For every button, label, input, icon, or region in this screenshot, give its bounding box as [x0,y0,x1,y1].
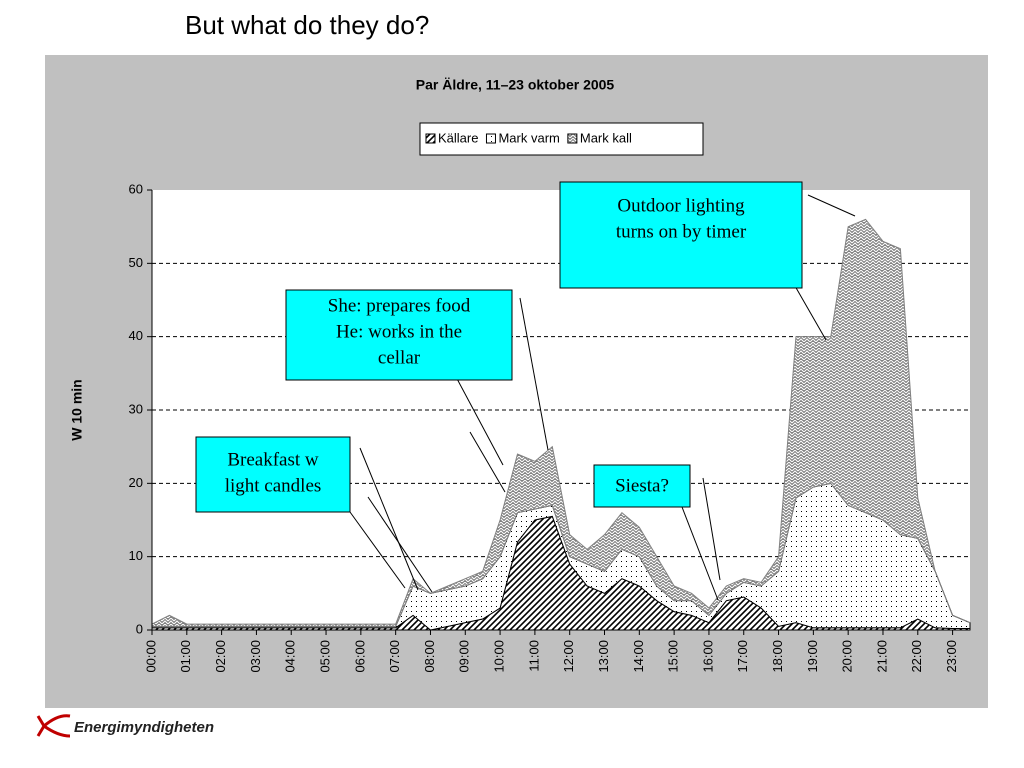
annotation-text: Outdoor lighting [617,195,745,216]
x-tick-label: 20:00 [840,640,855,673]
x-tick-label: 01:00 [178,640,193,673]
x-tick-label: 21:00 [874,640,889,673]
y-tick-label: 20 [129,475,143,490]
annotation-text: turns on by timer [616,221,747,242]
x-tick-label: 23:00 [944,640,959,673]
y-tick-label: 10 [129,548,143,563]
x-tick-label: 03:00 [248,640,263,673]
callout-box [195,436,351,513]
annotation-text: Breakfast w [227,449,319,470]
x-tick-label: 12:00 [561,640,576,673]
x-tick-label: 02:00 [213,640,228,673]
callout-box [285,289,513,381]
x-tick-label: 06:00 [352,640,367,673]
legend-swatch [485,133,496,144]
x-tick-label: 10:00 [492,640,507,673]
x-tick-label: 11:00 [526,640,541,672]
callout-box [593,464,691,508]
x-tick-label: 05:00 [317,640,332,673]
legend-swatch [567,133,578,144]
annotation-text: Siesta? [615,475,669,496]
x-tick-label: 22:00 [909,640,924,673]
y-tick-label: 60 [129,181,143,196]
annotation-text: She: prepares food [328,295,471,316]
x-tick-label: 13:00 [596,640,611,673]
legend-label: Mark varm [498,130,559,145]
legend-label: Källare [438,130,478,145]
x-tick-label: 04:00 [283,640,298,673]
y-tick-label: 30 [129,401,143,416]
annotations [195,181,856,601]
y-tick-label: 50 [129,255,143,270]
callout-box [559,181,803,289]
x-tick-label: 08:00 [422,640,437,673]
x-tick-label: 19:00 [805,640,820,673]
x-tick-label: 15:00 [666,640,681,673]
legend-swatch [425,133,436,144]
y-tick-label: 40 [129,328,143,343]
annotation-text: cellar [378,347,421,368]
x-tick-label: 17:00 [735,640,750,673]
x-tick-label: 07:00 [387,640,402,673]
heading: But what do they do? [185,10,429,40]
annotation-text: He: works in the [336,321,462,342]
x-tick-label: 09:00 [457,640,472,673]
x-tick-label: 00:00 [143,640,158,673]
annotation-text: light candles [225,475,322,496]
logo-text: Energimyndigheten [74,719,214,736]
area [151,218,971,627]
y-tick-label: 0 [136,621,143,636]
y-axis-label: W 10 min [69,379,85,440]
x-tick-label: 18:00 [770,640,785,673]
callout-lines [349,194,856,601]
x-tick-label: 16:00 [700,640,715,673]
x-tick-label: 14:00 [631,640,646,673]
chart-title: Par Äldre, 11–23 oktober 2005 [416,77,615,93]
legend-label: Mark kall [580,130,632,145]
logo: Energimyndigheten [36,714,214,738]
legend [419,122,704,156]
